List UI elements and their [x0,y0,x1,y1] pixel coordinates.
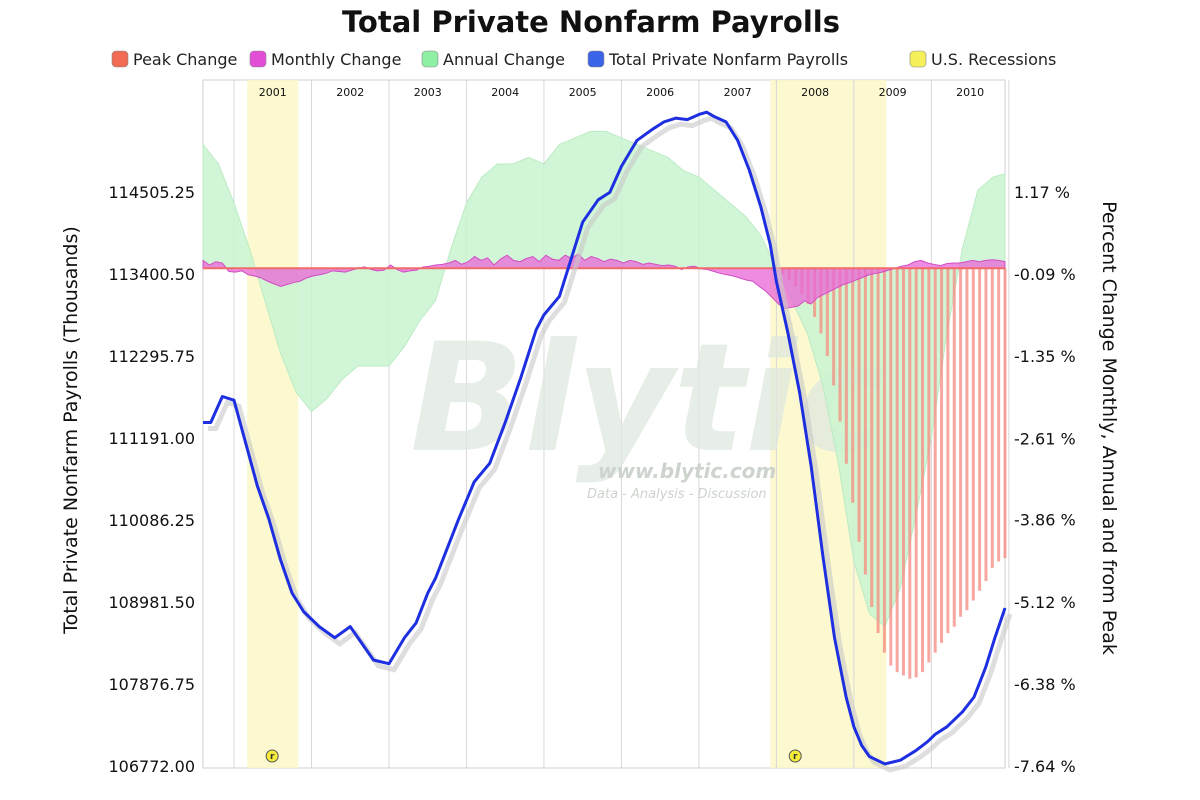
year-label: 2003 [414,86,442,99]
recession-marker [788,749,802,763]
right-tick-label: -6.38 % [1014,675,1076,694]
year-label: 2004 [491,86,519,99]
payroll-line-shadow [208,115,1013,773]
left-tick-label: 114505.25 [108,183,195,202]
watermark-url: www.blytic.com [598,459,776,483]
recession-band [247,80,299,768]
year-label: 2008 [801,86,829,99]
right-tick-label: -1.35 % [1014,347,1076,366]
right-tick-label: -5.12 % [1014,593,1076,612]
chart-title: Total Private Nonfarm Payrolls [342,5,840,39]
right-tick-label: -0.09 % [1014,265,1076,284]
year-label: 2005 [569,86,597,99]
legend-swatch [421,50,439,68]
year-labels: 2001 2002 2003 2004 2005 2006 2007 2008 2009 2010 [259,86,984,99]
left-tick-label: 113400.50 [108,265,195,284]
legend-swatch [909,50,927,68]
year-label: 2002 [336,86,364,99]
right-tick-label: -2.61 % [1014,429,1076,448]
recession-marker-label: r [270,752,275,762]
left-tick-label: 108981.50 [108,593,195,612]
left-tick-label: 106772.00 [108,757,195,776]
legend-label: Peak Change [133,50,237,69]
legend-swatch [587,50,605,68]
year-label: 2001 [259,86,287,99]
year-label: 2007 [724,86,752,99]
left-tick-label: 107876.75 [108,675,195,694]
legend-swatch [111,50,129,68]
legend-label: Total Private Nonfarm Payrolls [608,50,848,69]
payroll-line [203,110,1007,766]
left-tick-label: 110086.25 [108,511,195,530]
legend-label: Monthly Change [271,50,401,69]
left-axis-title: Total Private Nonfarm Payrolls (Thousand… [60,226,82,635]
right-tick-label: 1.17 % [1014,183,1070,202]
year-label: 2006 [646,86,674,99]
recession-marker [265,749,279,763]
watermark-tagline: Data - Analysis - Discussion [587,487,767,502]
left-tick-label: 111191.00 [108,429,195,448]
left-tick-label: 112295.75 [108,347,195,366]
year-label: 2010 [956,86,984,99]
monthly-change-area [202,253,1006,310]
right-axis-ticks: 1.17 % -0.09 % -1.35 % -2.61 % -3.86 % -5.12 … [1014,183,1076,776]
left-axis-ticks: 114505.25 113400.50 112295.75 111191.00 1100… [108,183,195,776]
right-tick-label: -7.64 % [1014,757,1076,776]
legend-swatch [249,50,267,68]
year-label: 2009 [879,86,907,99]
right-tick-label: -3.86 % [1014,511,1076,530]
legend-label: Annual Change [443,50,565,69]
legend-label: U.S. Recessions [931,50,1056,69]
right-axis-title: Percent Change Monthly, Annual and from … [1098,201,1120,655]
legend: Peak Change Monthly Change Annual Change To… [111,50,1056,69]
recession-marker-label: r [793,752,798,762]
